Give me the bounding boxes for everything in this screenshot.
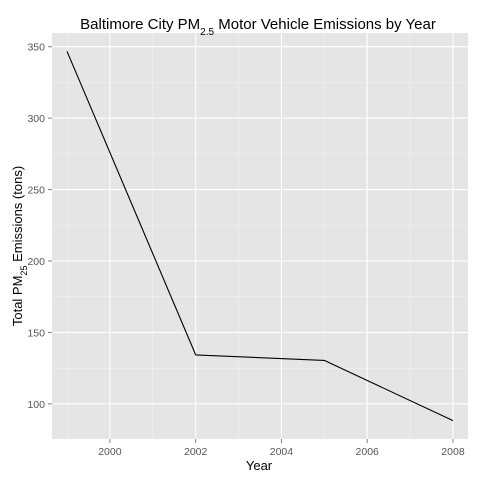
y-tick-marks [48, 46, 52, 405]
x-tick-labels: 2000 2002 2004 2006 2008 [98, 446, 465, 458]
x-tick-marks [109, 439, 454, 443]
x-tick-label: 2006 [356, 446, 380, 458]
emissions-series-line [66, 51, 454, 422]
y-tick-labels: 100 150 200 250 300 350 [27, 42, 45, 411]
minor-gridlines [52, 33, 468, 439]
y-tick-label: 200 [27, 256, 45, 268]
x-axis-label: Year [246, 458, 273, 473]
y-tick-label: 100 [27, 399, 45, 411]
x-tick-label: 2008 [441, 446, 465, 458]
series-layer [66, 51, 454, 422]
y-tick-label: 250 [27, 185, 45, 197]
x-tick-label: 2000 [98, 446, 122, 458]
x-tick-label: 2004 [270, 446, 294, 458]
y-tick-label: 300 [27, 113, 45, 125]
y-tick-label: 150 [27, 327, 45, 339]
chart-title: Baltimore City PM2.5 Motor Vehicle Emiss… [80, 16, 436, 38]
major-gridlines [52, 33, 468, 439]
plot-panel [52, 33, 468, 439]
y-axis-label: Total PM25 Emissions (tons) [10, 166, 29, 326]
y-tick-label: 350 [27, 42, 45, 54]
x-tick-label: 2002 [184, 446, 208, 458]
